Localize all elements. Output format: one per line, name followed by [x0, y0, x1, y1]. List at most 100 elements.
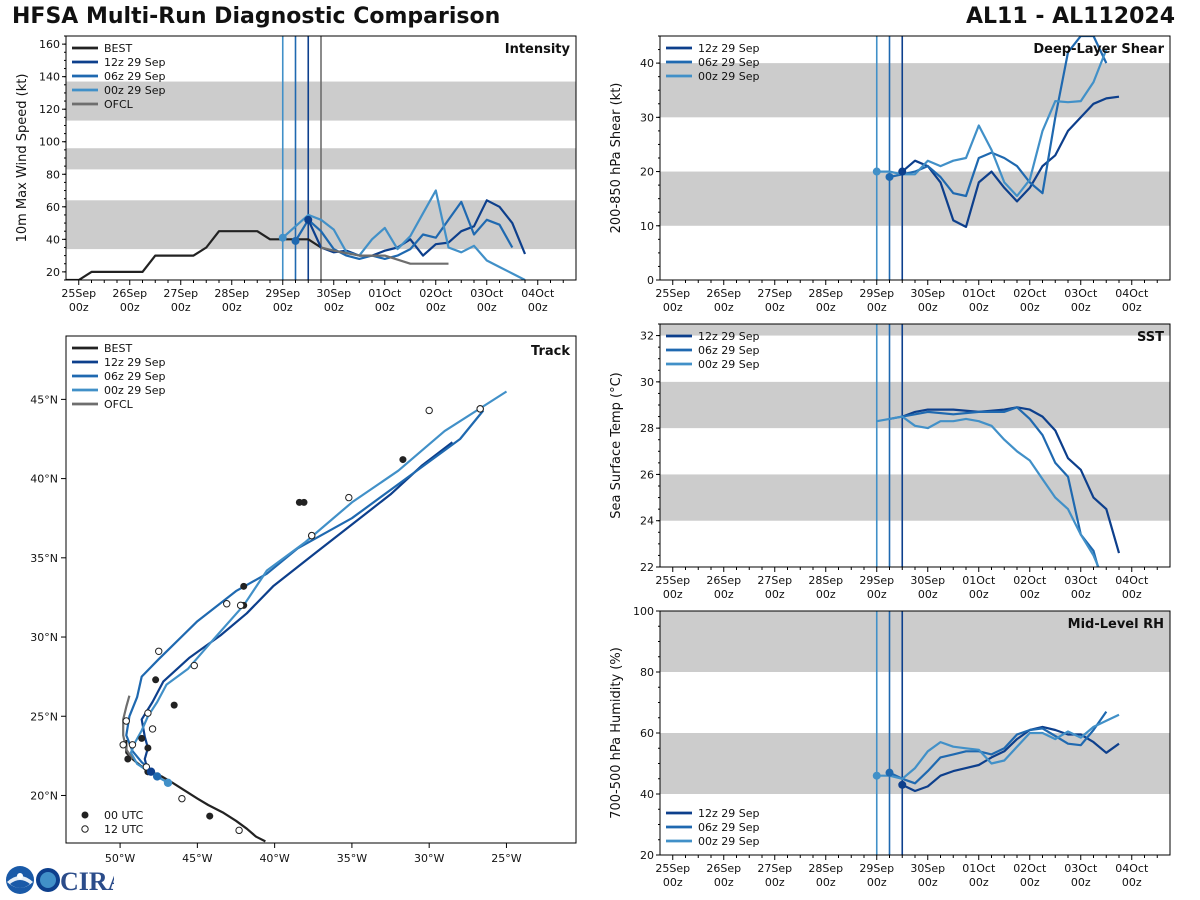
- track-ytick-label: 30°N: [30, 631, 58, 644]
- rh-legend-label: 12z 29 Sep: [698, 807, 760, 820]
- track-xtick-label: 40°W: [259, 852, 289, 865]
- intensity-panel: 2040608010012014016025Sep00z26Sep00z27Se…: [15, 35, 577, 314]
- sst-xtick-label: 25Sep: [655, 574, 690, 587]
- sst-xtick-label: 03Oct: [1064, 574, 1098, 587]
- rh-init-marker-06z: [885, 768, 894, 777]
- track-init-marker-06z: [152, 772, 162, 781]
- rh-xtick-label: 00z: [867, 876, 887, 889]
- track-point-12utc: [119, 741, 127, 749]
- rh-xtick-label: 02Oct: [1013, 862, 1047, 875]
- shear-ytick-label: 30: [640, 111, 654, 124]
- rh-shade-band-1: [660, 611, 1170, 672]
- rh-ytick-label: 20: [640, 849, 654, 862]
- sst-ytick-label: 30: [640, 376, 654, 389]
- rh-xtick-label: 00z: [1071, 876, 1091, 889]
- shear-xtick-label: 01Oct: [962, 287, 996, 300]
- rh-xtick-label: 27Sep: [757, 862, 792, 875]
- track-point-00utc: [144, 744, 152, 752]
- rh-ylabel: 700-500 hPa Humidity (%): [609, 647, 624, 819]
- shear-line-00z: [876, 49, 1108, 198]
- track-point-12utc: [155, 647, 163, 655]
- intensity-ylabel: 10m Max Wind Speed (kt): [15, 74, 30, 243]
- sst-ytick-label: 28: [640, 422, 654, 435]
- rh-xtick-label: 29Sep: [859, 862, 894, 875]
- shear-legend-label: 12z 29 Sep: [698, 42, 760, 55]
- sst-ytick-label: 26: [640, 468, 654, 481]
- sst-legend-label: 00z 29 Sep: [698, 358, 760, 371]
- intensity-xtick-label: 00z: [120, 301, 140, 314]
- track-point-12utc: [178, 794, 186, 803]
- intensity-line-06z: [294, 200, 514, 260]
- rh-xtick-label: 03Oct: [1064, 862, 1098, 875]
- rh-xtick-label: 26Sep: [706, 862, 741, 875]
- sst-xtick-label: 04Oct: [1115, 574, 1149, 587]
- track-point-00utc: [152, 676, 160, 684]
- shear-legend-label: 00z 29 Sep: [698, 70, 760, 83]
- track-line-best: [125, 740, 266, 843]
- shear-line-06z: [889, 36, 1108, 198]
- rh-xtick-label: 00z: [765, 876, 785, 889]
- sst-xtick-label: 00z: [765, 588, 785, 601]
- track-legend-label: 06z 29 Sep: [104, 370, 166, 383]
- svg-text:CIRA: CIRA: [60, 867, 114, 896]
- track-point-12utc: [425, 406, 433, 415]
- track-marker-legend-label: 00 UTC: [104, 809, 144, 822]
- track-line-00z: [129, 390, 508, 784]
- sst-xtick-label: 27Sep: [757, 574, 792, 587]
- track-legend-label: 12z 29 Sep: [104, 356, 166, 369]
- track-xtick-label: 50°W: [105, 852, 135, 865]
- figure-title: HFSA Multi-Run Diagnostic Comparison: [12, 4, 501, 29]
- shear-xtick-label: 02Oct: [1013, 287, 1047, 300]
- intensity-ytick-label: 20: [46, 266, 60, 279]
- rh-ytick-label: 60: [640, 727, 654, 740]
- rh-ytick-label: 100: [633, 605, 654, 618]
- shear-init-marker-12z: [898, 167, 907, 176]
- track-point-12utc: [148, 725, 157, 733]
- intensity-xtick-label: 27Sep: [163, 287, 198, 300]
- track-point-00utc: [124, 755, 132, 763]
- track-ytick-label: 35°N: [30, 552, 58, 565]
- shear-xtick-label: 25Sep: [655, 287, 690, 300]
- sst-xtick-label: 00z: [663, 588, 683, 601]
- sst-xtick-label: 00z: [714, 588, 734, 601]
- shear-xtick-label: 26Sep: [706, 287, 741, 300]
- shear-ytick-label: 40: [640, 57, 654, 70]
- shear-panel-title: Deep-Layer Shear: [1033, 42, 1164, 57]
- track-point-12utc: [128, 741, 137, 749]
- track-point-00utc: [399, 456, 407, 464]
- sst-shade-band-2: [660, 324, 1170, 336]
- sst-xtick-label: 00z: [1071, 588, 1091, 601]
- shear-xtick-label: 00z: [663, 301, 683, 314]
- track-point-00utc: [295, 498, 303, 506]
- rh-series-group: [872, 710, 1120, 793]
- track-ytick-label: 40°N: [30, 473, 58, 486]
- rh-init-marker-12z: [898, 780, 907, 789]
- track-panel: 50°W 45°W 40°W 35°W 30°W 25°W 20°N 25°N 30°N 35°N…: [30, 335, 577, 865]
- shear-xtick-label: 00z: [969, 301, 989, 314]
- track-legend-12utc-marker: [81, 825, 89, 833]
- intensity-xtick-label: 00z: [171, 301, 191, 314]
- sst-xtick-label: 00z: [867, 588, 887, 601]
- sst-line-06z: [889, 406, 1100, 567]
- storm-id-title: AL11 - AL112024: [966, 4, 1175, 29]
- shear-xtick-label: 00z: [1122, 301, 1142, 314]
- intensity-ytick-label: 40: [46, 233, 60, 246]
- sst-xtick-label: 30Sep: [910, 574, 945, 587]
- intensity-xtick-label: 25Sep: [61, 287, 96, 300]
- shear-xtick-label: 28Sep: [808, 287, 843, 300]
- intensity-init-marker-06z: [291, 236, 300, 245]
- shear-ytick-label: 20: [640, 166, 654, 179]
- track-point-12utc: [223, 600, 231, 608]
- track-line-ofcl: [122, 695, 134, 760]
- sst-xtick-label: 00z: [1020, 588, 1040, 601]
- sst-xtick-label: 02Oct: [1013, 574, 1047, 587]
- intensity-ytick-label: 80: [46, 168, 60, 181]
- track-point-00utc: [240, 582, 248, 590]
- intensity-legend-label: 06z 29 Sep: [104, 70, 166, 83]
- shear-panel: 01020304025Sep00z26Sep00z27Sep00z28Sep00…: [609, 35, 1171, 314]
- track-legend-00utc-marker: [81, 811, 89, 819]
- track-panel-title: Track: [531, 344, 570, 359]
- track-legend-label: OFCL: [104, 398, 134, 411]
- track-point-12utc: [190, 661, 198, 670]
- rh-panel-title: Mid-Level RH: [1068, 617, 1164, 632]
